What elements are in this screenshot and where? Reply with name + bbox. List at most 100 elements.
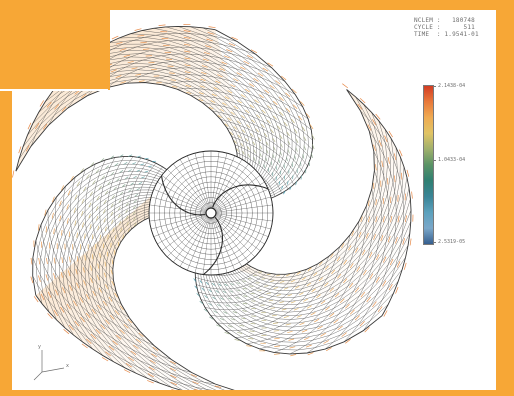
velocity-arrow: [134, 28, 142, 31]
velocity-arrow: [126, 222, 129, 226]
velocity-arrow: [47, 313, 53, 319]
velocity-arrow: [118, 221, 122, 226]
velocity-arrow: [271, 314, 277, 317]
hub-spoke: [214, 215, 261, 251]
blade-2-arrows: [193, 83, 414, 357]
velocity-arrow: [107, 234, 109, 240]
velocity-arrow: [184, 64, 191, 67]
mesh-line: [62, 186, 130, 318]
hub-spoke: [179, 216, 210, 267]
mesh-line: [84, 163, 114, 281]
velocity-arrow: [217, 115, 222, 118]
velocity-arrow: [73, 300, 77, 307]
velocity-arrow: [273, 115, 277, 120]
velocity-arrow: [290, 354, 297, 357]
velocity-arrow: [396, 261, 401, 268]
velocity-arrow: [111, 195, 115, 199]
velocity-arrow: [128, 154, 133, 157]
velocity-arrow: [45, 226, 48, 233]
header-cycle: CYCLE : 511: [414, 24, 475, 31]
velocity-arrow: [109, 155, 115, 159]
mesh-line: [40, 224, 172, 360]
velocity-arrow: [199, 85, 205, 88]
velocity-arrow: [67, 270, 71, 277]
velocity-arrow: [51, 212, 54, 219]
hub-spoke: [211, 151, 220, 210]
triad-y-label: y: [38, 344, 41, 350]
velocity-arrow: [302, 154, 305, 159]
mesh-line: [273, 205, 367, 353]
mesh-line: [126, 67, 303, 108]
mesh-line: [129, 160, 150, 230]
velocity-arrow: [279, 301, 284, 304]
velocity-arrow: [331, 269, 336, 275]
velocity-arrow: [252, 141, 256, 146]
velocity-arrow: [280, 280, 285, 283]
velocity-arrow: [215, 80, 221, 84]
velocity-arrow: [91, 254, 94, 260]
velocity-arrow: [275, 80, 281, 85]
velocity-arrow: [220, 297, 224, 301]
velocity-arrow: [330, 253, 334, 258]
velocity-arrow: [193, 388, 199, 390]
velocity-arrow: [63, 329, 70, 335]
velocity-arrow: [193, 278, 196, 282]
velocity-arrow: [45, 274, 49, 281]
velocity-arrow: [311, 288, 316, 292]
velocity-arrow: [292, 175, 294, 180]
velocity-arrow: [286, 131, 290, 137]
hub-root-curve: [160, 175, 206, 216]
velocity-arrow: [109, 314, 115, 320]
velocity-arrow: [316, 294, 321, 299]
velocity-arrow: [95, 215, 99, 221]
velocity-arrow: [213, 310, 218, 314]
velocity-arrow: [222, 102, 227, 106]
velocity-arrow: [245, 109, 250, 114]
velocity-arrows: [12, 24, 414, 390]
velocity-arrow: [241, 115, 246, 119]
velocity-arrow: [227, 297, 232, 300]
velocity-arrow: [273, 146, 276, 151]
mesh-line: [35, 240, 192, 373]
velocity-arrow: [411, 191, 413, 199]
velocity-arrow: [102, 300, 107, 306]
mesh-line: [200, 274, 286, 304]
velocity-arrow: [348, 245, 352, 251]
velocity-arrow: [145, 55, 152, 57]
velocity-arrow: [210, 100, 216, 103]
velocity-arrow: [53, 228, 55, 235]
velocity-arrow: [110, 203, 114, 208]
velocity-arrow: [233, 105, 239, 110]
velocity-arrow: [123, 54, 131, 57]
velocity-arrow: [147, 380, 154, 384]
velocity-arrow: [286, 180, 289, 185]
velocity-arrow: [98, 185, 102, 190]
hub-spoke: [211, 216, 220, 275]
velocity-arrow: [240, 143, 244, 147]
velocity-arrow: [74, 194, 78, 200]
mesh-line: [343, 131, 397, 342]
velocity-arrow: [118, 199, 122, 203]
velocity-arrow: [209, 106, 214, 110]
velocity-arrow: [61, 257, 64, 264]
velocity-arrow: [358, 231, 362, 238]
velocity-arrow: [241, 129, 246, 134]
velocity-arrow: [373, 234, 376, 240]
velocity-arrow: [236, 282, 240, 285]
velocity-arrow: [279, 134, 283, 139]
velocity-arrow: [345, 303, 350, 309]
velocity-arrow: [103, 272, 107, 278]
velocity-arrow: [136, 169, 141, 172]
velocity-arrow: [85, 312, 91, 319]
velocity-arrow: [125, 202, 129, 207]
velocity-arrow: [286, 156, 288, 162]
velocity-arrow: [290, 279, 295, 283]
velocity-arrow: [114, 310, 120, 315]
velocity-arrow: [237, 100, 242, 104]
mesh-line: [32, 275, 212, 390]
velocity-arrow: [266, 292, 271, 294]
velocity-arrow: [111, 35, 119, 40]
velocity-arrow: [117, 214, 121, 218]
legend-top-label: 2.1438-04: [438, 83, 466, 89]
velocity-arrow: [90, 333, 97, 339]
